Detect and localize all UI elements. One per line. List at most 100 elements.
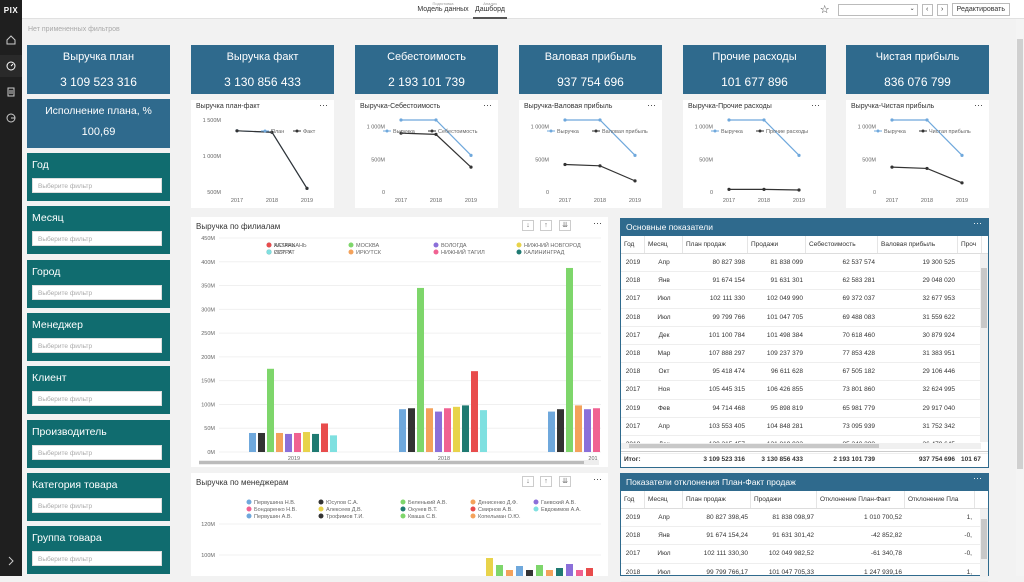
- table-cell: 2018: [625, 532, 641, 540]
- more-icon[interactable]: ···: [974, 100, 983, 110]
- x-tick-label: 201: [588, 456, 597, 462]
- column-header[interactable]: Отклонение План-Факт: [817, 491, 905, 508]
- table-row[interactable]: 2017 Июл 102 111 330 102 049 990 69 372 037 3…: [621, 290, 988, 309]
- more-icon[interactable]: ···: [811, 100, 820, 110]
- filter-input[interactable]: Выберите фильтр: [32, 391, 162, 406]
- more-icon[interactable]: ···: [483, 100, 492, 110]
- home-icon[interactable]: [0, 29, 22, 51]
- legend-label: Трофимов Т.И.: [326, 514, 364, 520]
- table-cell: 109 237 379: [766, 350, 803, 358]
- prev-button[interactable]: ‹: [921, 3, 933, 16]
- bar-chart-svg: 450M 400M 350M 300M 250M 200M 150M 100M 50M 0M АСТ…: [199, 236, 601, 465]
- more-icon[interactable]: ···: [647, 100, 656, 110]
- sort-down-button[interactable]: ↓: [522, 220, 534, 231]
- table-row[interactable]: 2018 Мар 107 888 297 109 237 379 77 853 428 3…: [621, 345, 988, 364]
- table-row[interactable]: 2018 Июл 99 799 766 101 047 705 69 488 083 31…: [621, 309, 988, 327]
- column-header[interactable]: Себестоимость: [806, 236, 878, 253]
- column-header[interactable]: План продаж: [683, 236, 748, 253]
- table-row[interactable]: 2017 Апр 103 553 405 104 848 281 73 095 939 3…: [621, 418, 988, 436]
- table-cell: Июл: [657, 550, 671, 558]
- bar: [506, 570, 513, 576]
- more-icon[interactable]: ···: [593, 218, 602, 228]
- legend-label: Бондаренко Н.В.: [254, 507, 297, 513]
- column-header[interactable]: Месяц: [645, 236, 683, 253]
- table-cell: 102 111 330: [709, 295, 745, 303]
- star-icon[interactable]: ☆: [819, 4, 830, 16]
- data-point: [563, 118, 567, 122]
- table-row[interactable]: 2018 Янв 91 674 154,24 91 631 301,42 -42 852…: [621, 527, 988, 546]
- sort-up-button[interactable]: ↑: [540, 220, 552, 231]
- column-header[interactable]: Год: [621, 491, 645, 508]
- vertical-scrollbar[interactable]: [980, 509, 988, 577]
- table-row[interactable]: 2018 Июл 99 799 766,17 101 047 705,33 1 247 …: [621, 564, 988, 582]
- sort-up-button[interactable]: ↑: [540, 476, 552, 487]
- legend-marker: [400, 506, 406, 512]
- data-point: [890, 118, 894, 122]
- table-row[interactable]: 2018 Янв 91 674 154 91 631 301 62 583 281 29 …: [621, 272, 988, 291]
- next-button[interactable]: ›: [936, 3, 948, 16]
- tab-data-model[interactable]: Подготовка Модель данных: [417, 0, 469, 19]
- filter-input[interactable]: Выберите фильтр: [32, 338, 162, 353]
- table-row[interactable]: 2019 Апр 80 827 398 81 838 099 62 537 574 19 …: [621, 254, 988, 273]
- filter-input[interactable]: Выберите фильтр: [32, 445, 162, 460]
- table-row[interactable]: 2018 Окт 95 418 474 96 611 628 67 505 182 29 …: [621, 363, 988, 382]
- bar-chart-svg: Первушина Н.В. Юсупов С.А. Беленький А.В. Д…: [201, 499, 601, 576]
- chart-revenue-gross: Выручка-Валовая прибыль ··· 1 000M 500M 0 2…: [519, 100, 662, 208]
- legend-label: Себестоимость: [438, 129, 478, 135]
- column-header[interactable]: План продаж: [683, 491, 751, 508]
- column-header[interactable]: Отклонение Пла: [905, 491, 975, 508]
- kpi-value: 2 193 101 739: [388, 75, 465, 89]
- table-row[interactable]: 2017 Июл 102 111 330,30 102 049 982,52 -61 3…: [621, 545, 988, 564]
- page-scrollbar[interactable]: [1016, 19, 1024, 576]
- table-cell: 96 611 628: [770, 368, 803, 376]
- table-row[interactable]: 2017 Ноя 105 445 315 106 426 855 73 801 860 3…: [621, 381, 988, 400]
- column-header[interactable]: Год: [621, 236, 645, 253]
- sort-button[interactable]: ⇊: [559, 476, 571, 487]
- table-row[interactable]: 2019 Апр 80 827 398,45 81 838 098,97 1 010 7…: [621, 509, 988, 528]
- filter-input[interactable]: Выберите фильтр: [32, 285, 162, 300]
- sort-down-button[interactable]: ↓: [522, 476, 534, 487]
- filter-input[interactable]: Выберите фильтр: [32, 178, 162, 193]
- more-icon[interactable]: ···: [973, 218, 982, 228]
- table-cell: 1,: [966, 568, 972, 576]
- table-title: Основные показатели: [626, 222, 713, 232]
- bar: [536, 565, 543, 576]
- legend-marker: [246, 506, 252, 512]
- more-icon[interactable]: ···: [973, 473, 982, 483]
- table-cell: 73 095 939: [842, 422, 875, 430]
- horizontal-scrollbar[interactable]: [621, 443, 981, 449]
- more-icon[interactable]: ···: [593, 474, 602, 484]
- bar: [557, 409, 564, 452]
- chart-title: Выручка по менеджерам: [196, 478, 289, 487]
- filter-input[interactable]: Выберите фильтр: [32, 231, 162, 246]
- sort-button[interactable]: ⇊: [559, 220, 571, 231]
- column-header[interactable]: Проч: [958, 236, 982, 253]
- dashboard-select[interactable]: ⌄: [837, 3, 918, 16]
- vertical-scrollbar[interactable]: [980, 254, 988, 442]
- logout-icon[interactable]: [0, 107, 22, 129]
- legend-marker: [348, 249, 354, 255]
- column-header[interactable]: Валовая прибыль: [878, 236, 958, 253]
- legend-label: Кваша С.В.: [408, 514, 437, 520]
- column-header[interactable]: Продажи: [751, 491, 817, 508]
- kpi-title: Выручка факт: [226, 51, 299, 63]
- series-line: [236, 130, 308, 189]
- edit-button[interactable]: Редактировать: [951, 3, 1010, 16]
- more-icon[interactable]: ···: [319, 100, 328, 110]
- dashboard-icon[interactable]: [0, 55, 22, 77]
- legend-marker: [533, 506, 539, 512]
- report-icon[interactable]: [0, 81, 22, 103]
- x-tick-label: 2017: [395, 198, 407, 204]
- column-header[interactable]: Месяц: [645, 491, 683, 508]
- filter-input[interactable]: Выберите фильтр: [32, 498, 162, 513]
- bar: [249, 432, 256, 452]
- column-header[interactable]: Продажи: [748, 236, 806, 253]
- table-row[interactable]: 2017 Дек 101 100 784 101 498 384 70 618 460 3…: [621, 327, 988, 345]
- filter-input[interactable]: Выберите фильтр: [32, 551, 162, 566]
- tab-dashboard[interactable]: Анализ Дашборд: [473, 0, 507, 19]
- expand-chevron-icon[interactable]: [0, 550, 22, 572]
- data-point: [399, 118, 403, 122]
- table-row[interactable]: 2019 Фев 94 714 468 95 898 819 65 981 779 29 …: [621, 400, 988, 418]
- table-cell: 2019: [625, 404, 641, 412]
- table-cell: Дек: [658, 331, 670, 339]
